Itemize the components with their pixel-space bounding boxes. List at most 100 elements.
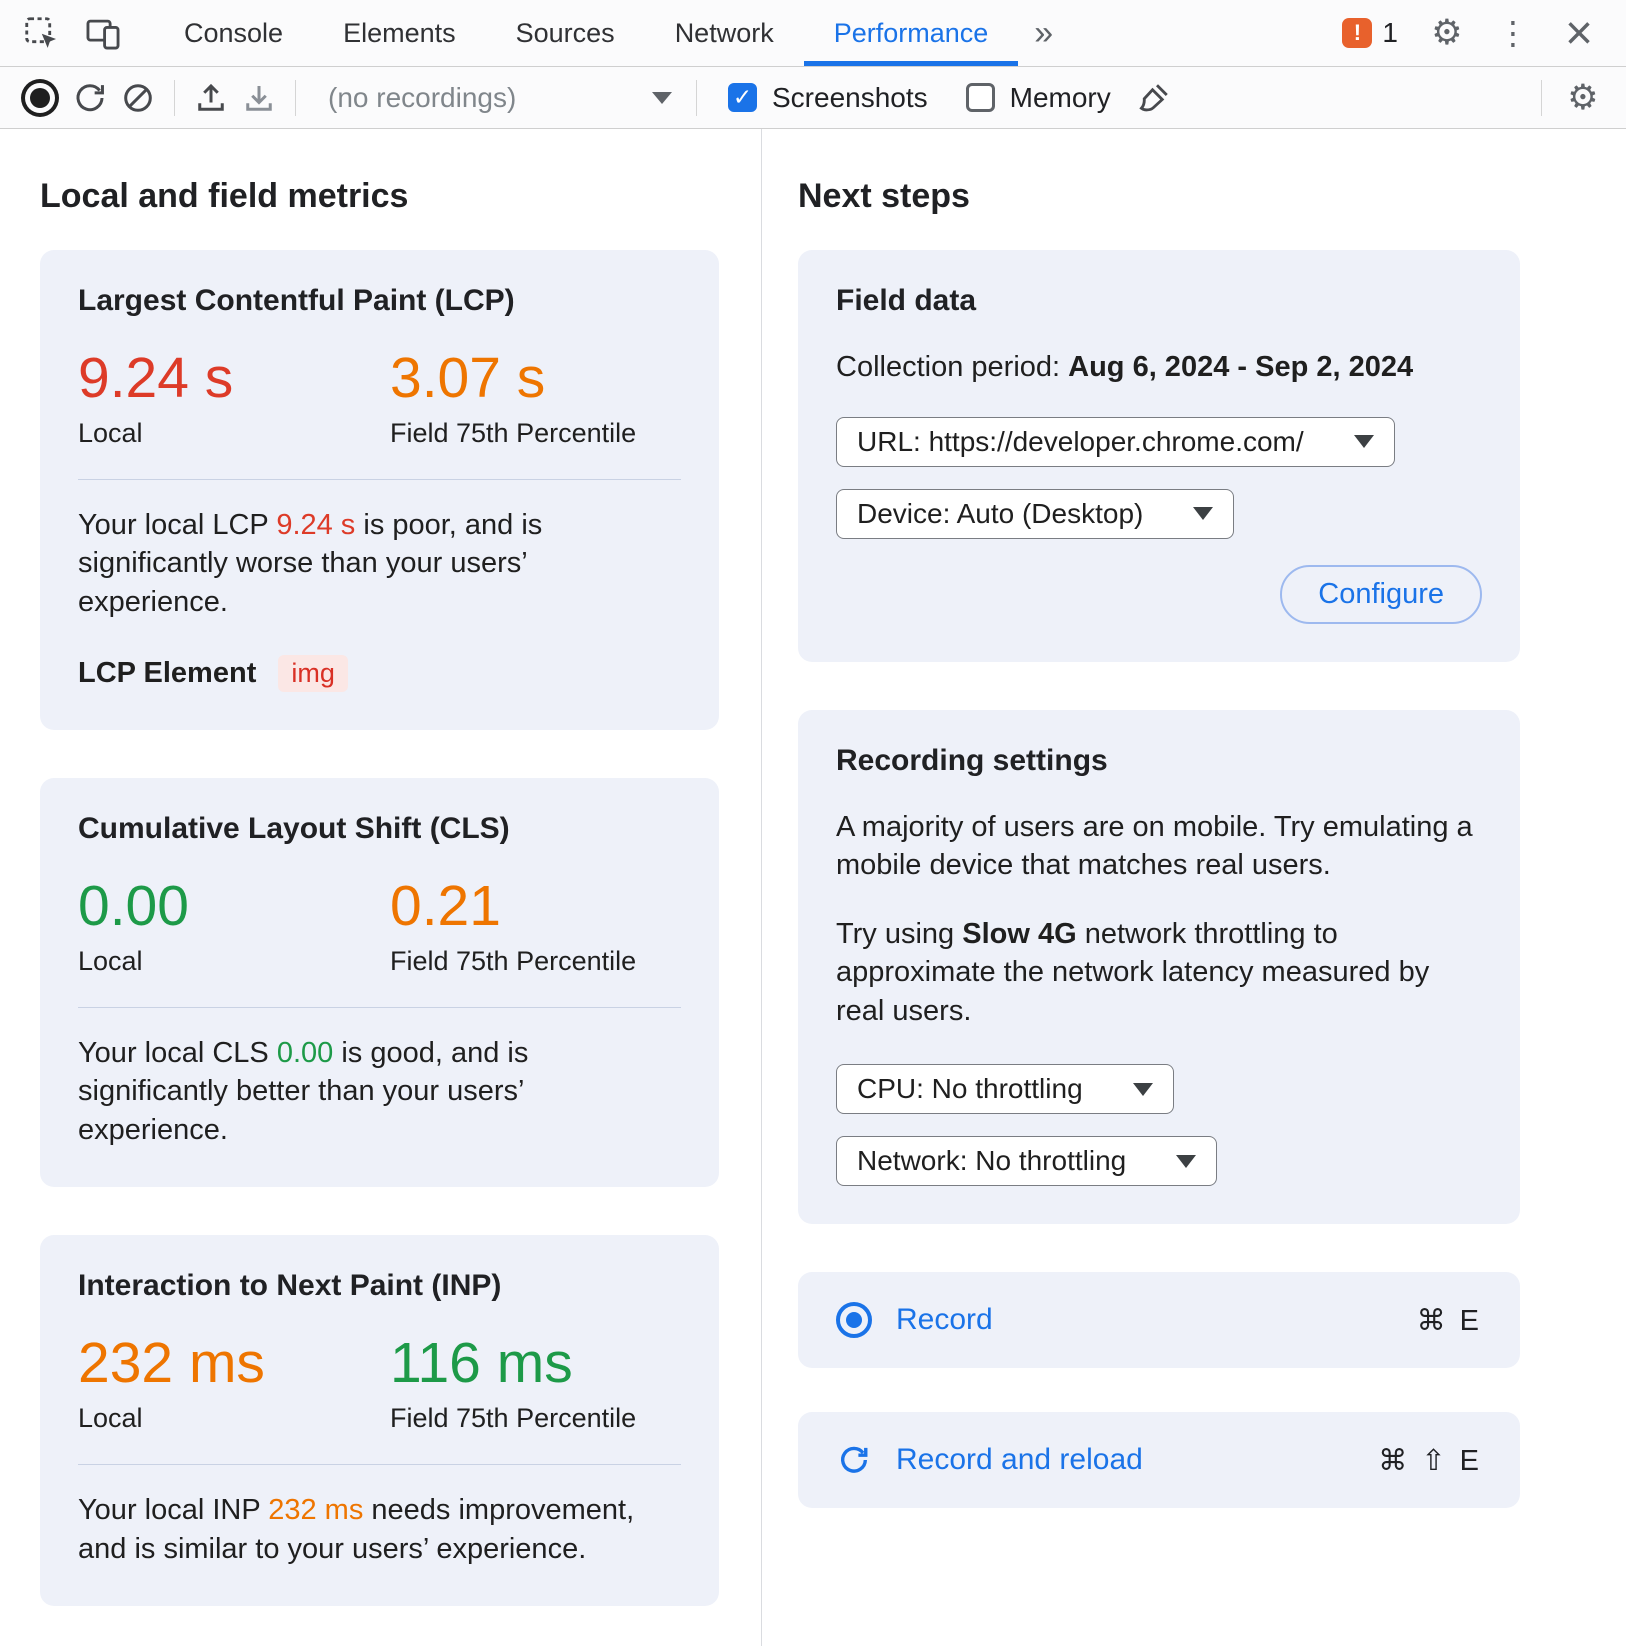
collection-period: Collection period: Aug 6, 2024 - Sep 2, … (836, 348, 1482, 387)
lcp-element-link[interactable]: img (278, 655, 348, 693)
network-throttling-value: Network: No throttling (857, 1145, 1127, 1177)
card-divider (78, 478, 681, 480)
cls-local-metric: 0.00 Local (78, 876, 390, 977)
local-label: Local (78, 417, 143, 448)
record-action-label: Record (896, 1303, 993, 1337)
record-reload-action-card[interactable]: Record and reload ⌘ ⇧ E (798, 1412, 1520, 1509)
recordings-select[interactable]: (no recordings) (308, 82, 684, 114)
record-and-reload-button[interactable] (66, 74, 114, 122)
device-select[interactable]: Device: Auto (Desktop) (836, 488, 1235, 539)
recording-settings-para-1: A majority of users are on mobile. Try e… (836, 810, 1473, 882)
para2-suffix: network throttling to approximate the ne… (836, 917, 1430, 1027)
configure-button[interactable]: Configure (1280, 564, 1482, 624)
inp-field-value: 116 ms (390, 1331, 573, 1396)
metrics-heading: Local and field metrics (40, 177, 409, 215)
checkbox-checked-icon (728, 83, 757, 112)
kebab-menu-icon[interactable] (1484, 5, 1542, 61)
record-reload-shortcut: ⌘ ⇧ E (1378, 1444, 1482, 1477)
url-select[interactable]: URL: https://developer.chrome.com/ (836, 416, 1395, 467)
lcp-desc-prefix: Your local LCP (78, 508, 277, 541)
device-select-value: Device: Auto (Desktop) (857, 497, 1144, 529)
collect-garbage-button[interactable] (1130, 74, 1178, 122)
record-button[interactable] (14, 72, 66, 124)
close-devtools-icon[interactable] (1550, 5, 1608, 61)
lcp-card: Largest Contentful Paint (LCP) 9.24 s Lo… (40, 250, 719, 731)
tab-sources[interactable]: Sources (515, 17, 615, 48)
block-icon (124, 83, 152, 112)
cls-field-metric: 0.21 Field 75th Percentile (390, 876, 636, 977)
inp-card: Interaction to Next Paint (INP) 232 ms L… (40, 1235, 719, 1607)
panel-tabs: Console Elements Sources Network Perform… (154, 0, 1069, 66)
field-data-card: Field data Collection period: Aug 6, 202… (798, 250, 1520, 662)
recording-settings-title: Recording settings (836, 743, 1108, 777)
toolbar-separator (174, 79, 175, 116)
lcp-description: Your local LCP 9.24 s is poor, and is si… (78, 506, 681, 622)
issues-counter-button[interactable]: 1 (1330, 11, 1410, 55)
toolbar-separator (295, 79, 296, 116)
cls-desc-prefix: Your local CLS (78, 1036, 277, 1069)
dropdown-arrow-icon (1353, 435, 1374, 449)
load-profile-button[interactable] (187, 74, 235, 122)
para2-prefix: Try using (836, 917, 963, 950)
lcp-values: 9.24 s Local 3.07 s Field 75th Percentil… (78, 346, 681, 449)
tab-console[interactable]: Console (184, 17, 284, 48)
screenshots-label: Screenshots (772, 81, 928, 113)
cpu-throttling-value: CPU: No throttling (857, 1073, 1083, 1105)
cpu-throttling-select[interactable]: CPU: No throttling (836, 1064, 1174, 1115)
tab-elements[interactable]: Elements (343, 17, 456, 48)
capture-settings-gear-icon[interactable] (1554, 70, 1612, 126)
lcp-field-value: 3.07 s (390, 346, 546, 410)
field-label: Field 75th Percentile (390, 417, 637, 448)
clear-recordings-button[interactable] (114, 74, 162, 122)
more-tabs-button[interactable] (1018, 0, 1069, 66)
cls-field-value: 0.21 (390, 874, 501, 939)
broom-icon (1139, 83, 1168, 111)
field-label: Field 75th Percentile (390, 945, 637, 976)
inspect-element-button[interactable] (16, 8, 66, 58)
device-toolbar-button[interactable] (78, 8, 128, 58)
lcp-card-title: Largest Contentful Paint (LCP) (78, 284, 515, 317)
tabbar-left-icons (0, 0, 128, 66)
recordings-select-value: (no recordings) (328, 81, 517, 113)
throttling-selects: CPU: No throttling Network: No throttlin… (836, 1064, 1482, 1187)
reload-icon (76, 83, 104, 111)
record-radio-icon (836, 1302, 872, 1339)
memory-checkbox[interactable]: Memory (965, 81, 1111, 114)
inp-card-title: Interaction to Next Paint (INP) (78, 1269, 502, 1303)
card-divider (78, 1464, 681, 1466)
collection-period-label: Collection period: (836, 351, 1069, 383)
performance-panel-content: Local and field metrics Largest Contentf… (0, 129, 1626, 1646)
card-divider (78, 1006, 681, 1008)
recording-settings-para-2: Try using Slow 4G network throttling to … (836, 915, 1482, 1031)
dropdown-arrow-icon (1176, 1154, 1197, 1168)
performance-toolbar: (no recordings) Screenshots Memory (0, 67, 1626, 129)
screenshots-checkbox[interactable]: Screenshots (728, 82, 928, 114)
lcp-element-label: LCP Element (78, 657, 257, 690)
save-profile-button[interactable] (235, 74, 283, 122)
inspect-cursor-icon (25, 17, 57, 48)
local-field-metrics-column: Local and field metrics Largest Contentf… (0, 129, 762, 1646)
recording-settings-card: Recording settings A majority of users a… (798, 709, 1520, 1225)
issues-count: 1 (1382, 17, 1398, 48)
toolbar-separator (696, 79, 697, 116)
field-data-selects: URL: https://developer.chrome.com/ Devic… (836, 416, 1482, 539)
memory-label: Memory (1009, 81, 1111, 113)
network-throttling-select[interactable]: Network: No throttling (836, 1136, 1218, 1187)
lcp-local-value: 9.24 s (78, 346, 234, 410)
issue-warning-icon (1342, 18, 1373, 48)
inp-local-value: 232 ms (78, 1331, 265, 1396)
lcp-element-row: LCP Element img (78, 655, 681, 693)
record-action-card[interactable]: Record ⌘ E (798, 1272, 1520, 1369)
cls-card-title: Cumulative Layout Shift (CLS) (78, 812, 510, 846)
settings-gear-icon[interactable] (1418, 5, 1476, 61)
tab-performance[interactable]: Performance (804, 0, 1019, 66)
record-shortcut: ⌘ E (1416, 1304, 1482, 1337)
cls-desc-suffix: is good, and is significantly better tha… (78, 1036, 529, 1146)
tabbar-right-controls: 1 (1330, 0, 1626, 66)
field-data-title: Field data (836, 284, 977, 317)
url-select-value: URL: https://developer.chrome.com/ (857, 425, 1304, 457)
devtools-tabbar: Console Elements Sources Network Perform… (0, 0, 1626, 67)
tab-network[interactable]: Network (674, 17, 774, 48)
toolbar-separator (1541, 79, 1542, 116)
inp-values: 232 ms Local 116 ms Field 75th Percentil… (78, 1333, 681, 1434)
